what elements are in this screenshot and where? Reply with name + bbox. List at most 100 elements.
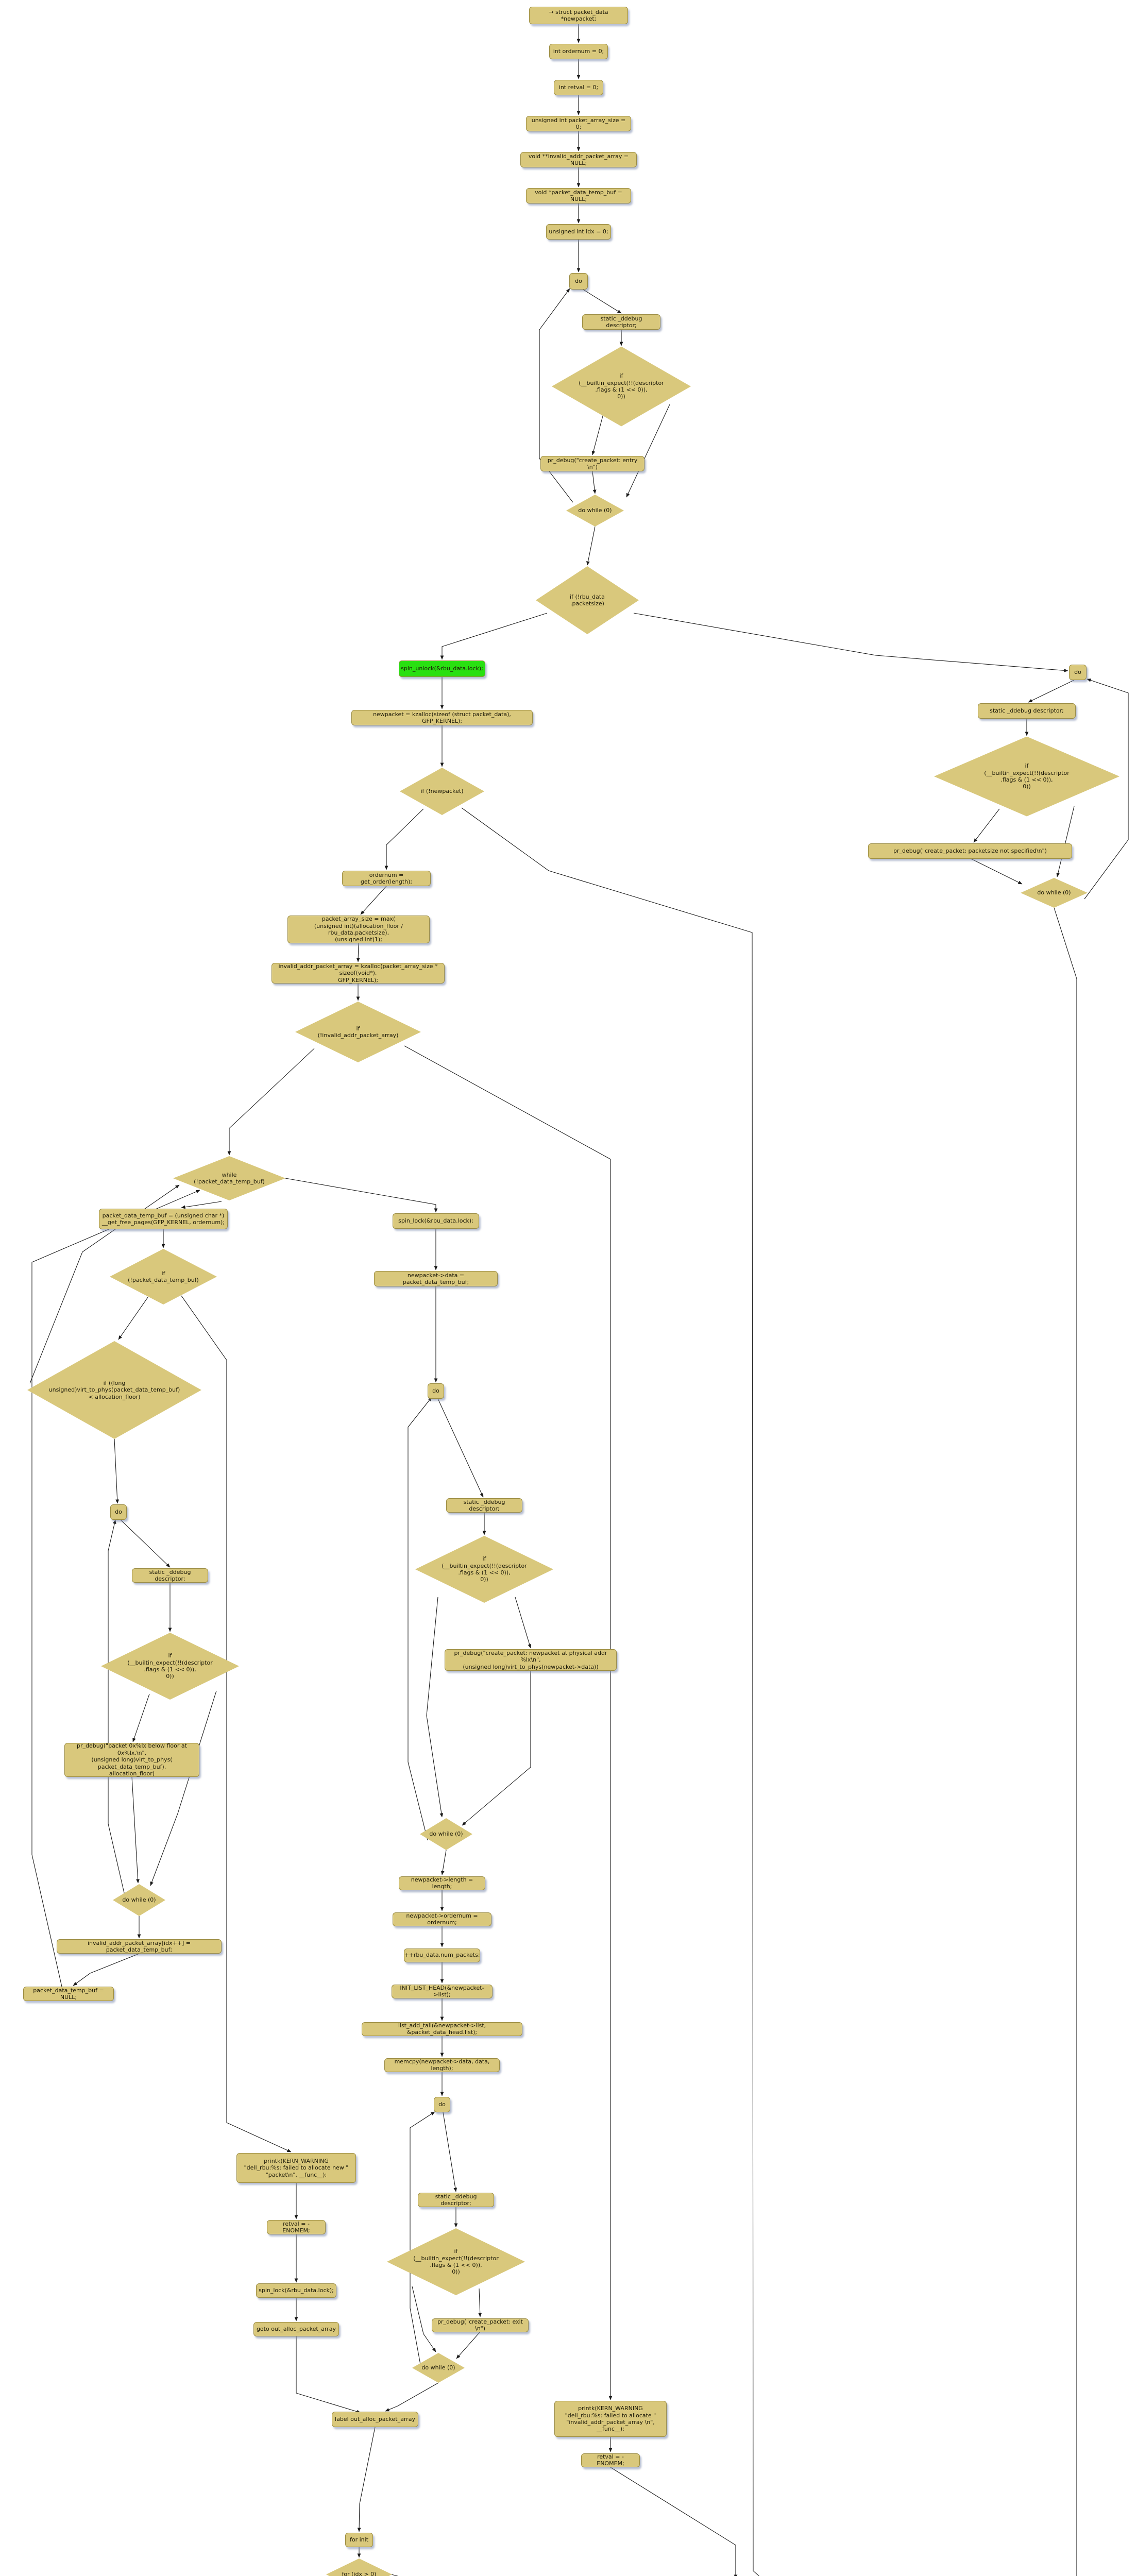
- edge-get-order--packet-array-size-max: [360, 886, 387, 915]
- node-label-decl-packet-data-temp-buf: void *packet_data_temp_buf = NULL;: [535, 189, 622, 202]
- node-label-prdebug-entry: pr_debug("create_packet: entry \n"): [547, 456, 638, 470]
- edge-if-not-temp-buf--printk-fail-pages: [181, 1295, 292, 2153]
- node-label-label-out-alloc-packet-array: label out_alloc_packet_array: [335, 2416, 415, 2423]
- node-label-if-builtin-floor: if (__builtin_expect(!!(descriptor .flag…: [127, 1652, 213, 1680]
- edge-while-temp-buf--get-free-pages: [181, 1201, 222, 1209]
- node-label-dowhile-nosize-dbg: do while (0): [1037, 889, 1071, 896]
- edge-do-entry-dbg--ddebug-entry: [583, 289, 622, 314]
- edge-goto-out-alloc-packet-array--label-out-alloc-packet-array: [296, 2336, 361, 2414]
- node-memcpy-data: memcpy(newpacket->data, data, length);: [384, 2058, 500, 2072]
- edge-dowhile-nosize-dbg--do-nosize-dbg: [1084, 679, 1129, 900]
- node-label-if-builtin-nosize: if (__builtin_expect(!!(descriptor .flag…: [984, 762, 1070, 790]
- node-label-dowhile-entry-dbg: do while (0): [578, 507, 612, 514]
- node-label-spin-lock-pages: spin_lock(&rbu_data.lock);: [259, 2287, 334, 2294]
- node-set-length: newpacket->length = length;: [399, 1876, 485, 1890]
- node-label-set-length: newpacket->length = length;: [411, 1876, 473, 1890]
- node-label-memcpy-data: memcpy(newpacket->data, data, length);: [394, 2058, 490, 2072]
- node-label-goto-out-alloc-packet-array: goto out_alloc_packet_array: [256, 2326, 336, 2333]
- edge-store-invalid-array--temp-buf-null: [73, 1953, 140, 1986]
- node-label-if-builtin-entry: if (__builtin_expect(!!(descriptor .flag…: [579, 372, 664, 400]
- node-do-nosize-dbg: do: [1069, 665, 1087, 680]
- node-decl-retval: int retval = 0;: [554, 80, 603, 95]
- node-ddebug-entry: static _ddebug descriptor;: [582, 314, 660, 330]
- edge-if-builtin-nosize--dowhile-nosize-dbg: [1056, 806, 1075, 877]
- node-prdebug-entry: pr_debug("create_packet: entry \n"): [540, 456, 644, 471]
- node-label-while-temp-buf: while (!packet_data_temp_buf): [194, 1171, 265, 1185]
- node-printk-fail-invalid-array: printk(KERN_WARNING "dell_rbu:%s: failed…: [554, 2401, 667, 2437]
- edge-if-builtin-physaddr--prdebug-physaddr: [515, 1597, 532, 1649]
- node-spin-lock-main: spin_lock(&rbu_data.lock);: [393, 1213, 479, 1229]
- node-label-for-idx: for (idx > 0): [342, 2571, 377, 2576]
- edge-if-not-temp-buf--if-below-floor: [118, 1297, 148, 1340]
- node-init-list-head: INIT_LIST_HEAD(&newpacket->list);: [392, 1984, 493, 1998]
- node-label-prdebug-nosize: pr_debug("create_packet: packetsize not …: [893, 848, 1047, 855]
- node-label-do-nosize-dbg: do: [1074, 669, 1081, 676]
- node-label-set-ordernum: newpacket->ordernum = ordernum;: [406, 1912, 478, 1926]
- node-label-printk-fail-pages: printk(KERN_WARNING "dell_rbu:%s: failed…: [244, 2157, 349, 2178]
- node-label-do-exit-dbg: do: [438, 2101, 446, 2108]
- edge-if-builtin-exit--prdebug-exit: [478, 2288, 482, 2317]
- node-temp-buf-null: packet_data_temp_buf = NULL;: [23, 1987, 114, 2001]
- node-retval-enomem-invalid-array: retval = -ENOMEM;: [581, 2453, 640, 2467]
- node-list-add-tail: list_add_tail(&newpacket->list, &packet_…: [362, 2022, 522, 2036]
- node-label-prdebug-below-floor: pr_debug("packet 0x%lx below floor at 0x…: [77, 1742, 187, 1777]
- edge-packet-array-size-max--kzalloc-invalid-array: [356, 943, 360, 962]
- edge-if-not-newpacket--printk-fail-newpacket: [461, 807, 760, 2576]
- edge-temp-buf-null--while-temp-buf: [31, 1190, 200, 1987]
- node-label-if-packetsize: if (!rbu_data .packetsize): [570, 593, 605, 607]
- node-do-exit-dbg: do: [434, 2097, 450, 2112]
- edge-if-builtin-exit--dowhile-exit-dbg: [412, 2286, 436, 2352]
- node-prdebug-nosize: pr_debug("create_packet: packetsize not …: [868, 843, 1072, 859]
- node-decl-idx: unsigned int idx = 0;: [546, 224, 611, 240]
- node-decl-ordernum: int ordernum = 0;: [549, 44, 608, 59]
- node-label-if-not-invalid-array: if (!invalid_addr_packet_array): [317, 1025, 399, 1039]
- node-label-get-order: ordernum = get_order(length);: [360, 871, 413, 885]
- edge-if-below-floor--while-temp-buf: [29, 1184, 180, 1384]
- node-label-ddebug-exit: static _ddebug descriptor;: [435, 2193, 477, 2207]
- node-prdebug-below-floor: pr_debug("packet 0x%lx below floor at 0x…: [64, 1742, 199, 1777]
- node-label-inc-num-packets: ++rbu_data.num_packets;: [404, 1952, 480, 1959]
- edge-if-builtin-physaddr--dowhile-physaddr-dbg: [426, 1597, 444, 1818]
- edge-dowhile-nosize-dbg--retval-einval: [1054, 907, 1077, 2576]
- node-label-decl-idx: unsigned int idx = 0;: [549, 228, 608, 235]
- node-label-retval-enomem-pages: retval = -ENOMEM;: [282, 2220, 310, 2234]
- edge-dowhile-exit-dbg--do-exit-dbg: [410, 2111, 435, 2370]
- node-get-free-pages: packet_data_temp_buf = (unsigned char *)…: [99, 1209, 228, 1229]
- node-label-dowhile-exit-dbg: do while (0): [421, 2364, 455, 2371]
- node-get-order: ordernum = get_order(length);: [342, 871, 431, 886]
- node-ddebug-nosize: static _ddebug descriptor;: [978, 703, 1076, 719]
- node-label-decl-invalid-addr-packet-array: void **invalid_addr_packet_array = NULL;: [528, 152, 629, 166]
- node-label-if-below-floor: if ((long unsigned)virt_to_phys(packet_d…: [48, 1379, 180, 1400]
- node-set-ordernum: newpacket->ordernum = ordernum;: [393, 1912, 491, 1926]
- edge-if-packetsize--spin-unlock: [440, 613, 548, 660]
- node-store-invalid-array: invalid_addr_packet_array[idx++] = packe…: [57, 1939, 222, 1954]
- node-label-temp-buf-null: packet_data_temp_buf = NULL;: [33, 1987, 104, 2001]
- node-label-spin-lock-main: spin_lock(&rbu_data.lock);: [398, 1217, 473, 1225]
- edge-while-temp-buf--spin-lock-main: [285, 1178, 438, 1213]
- node-decl-packet-array-size: unsigned int packet_array_size = 0;: [526, 116, 631, 131]
- edge-if-not-newpacket--get-order: [384, 808, 424, 870]
- node-ddebug-physaddr: static _ddebug descriptor;: [446, 1498, 522, 1513]
- node-label-out-alloc-packet-array: label out_alloc_packet_array: [332, 2412, 418, 2427]
- node-label-decl-retval: int retval = 0;: [558, 84, 599, 91]
- node-assign-data: newpacket->data = packet_data_temp_buf;: [374, 1271, 498, 1286]
- node-label-decl-packet-array-size: unsigned int packet_array_size = 0;: [531, 116, 626, 130]
- node-label-if-not-newpacket: if (!newpacket): [420, 788, 464, 795]
- node-entry: → struct packet_data *newpacket;: [529, 7, 628, 24]
- edge-if-builtin-nosize--prdebug-nosize: [973, 808, 1000, 843]
- edge-retval-enomem-invalid-array--spin-lock-invalid-array: [610, 2467, 738, 2576]
- edge-prdebug-exit--dowhile-exit-dbg: [456, 2331, 481, 2359]
- node-spin-unlock: spin_unlock(&rbu_data.lock);: [399, 660, 485, 677]
- node-goto-out-alloc-packet-array: goto out_alloc_packet_array: [253, 2322, 339, 2336]
- edge-label-out-alloc-packet-array--for-init: [357, 2427, 376, 2532]
- edge-dowhile-physaddr-dbg--set-length: [440, 1850, 447, 1875]
- node-label-get-free-pages: packet_data_temp_buf = (unsigned char *)…: [101, 1212, 225, 1226]
- node-label-prdebug-physaddr: pr_debug("create_packet: newpacket at ph…: [454, 1649, 607, 1670]
- node-kzalloc-invalid-array: invalid_addr_packet_array = kzalloc(pack…: [271, 963, 445, 984]
- edge-dowhile-floor-dbg--do-floor-dbg: [108, 1519, 128, 1907]
- node-retval-enomem-pages: retval = -ENOMEM;: [267, 2220, 326, 2234]
- edge-dowhile-entry-dbg--do-entry-dbg: [539, 288, 573, 503]
- edges-group: [29, 24, 1129, 2576]
- node-label-entry: → struct packet_data *newpacket;: [549, 8, 608, 22]
